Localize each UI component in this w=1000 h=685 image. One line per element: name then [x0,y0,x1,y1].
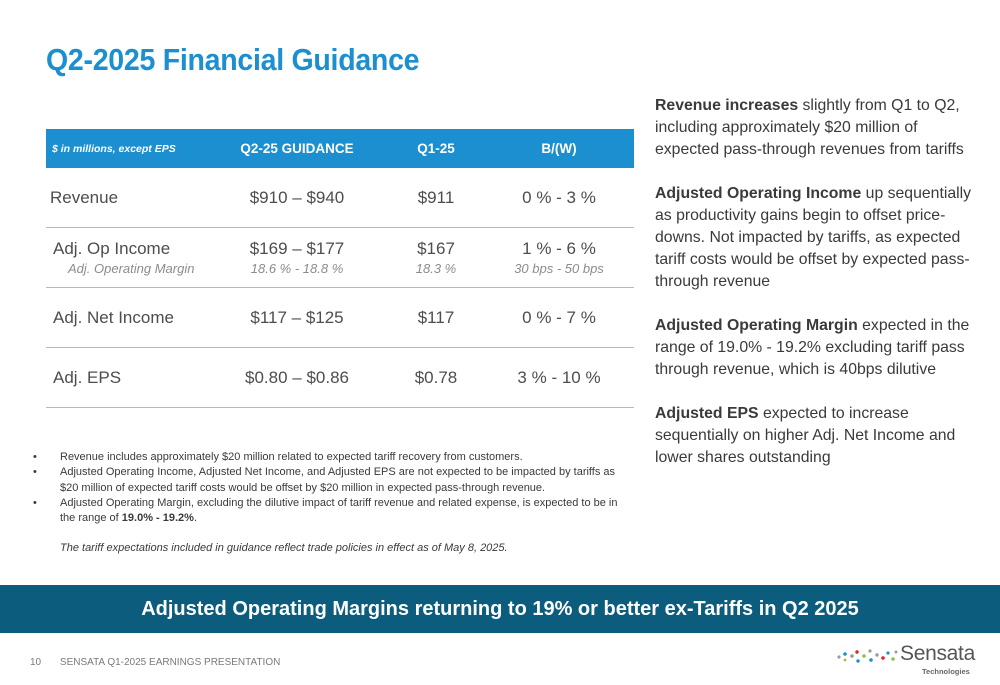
commentary: Revenue increases slightly from Q1 to Q2… [655,95,977,491]
footnote-item: • Adjusted Operating Margin, excluding t… [30,496,620,527]
row-sub-bw: 30 bps - 50 bps [514,261,604,276]
header-q1: Q1-25 [388,129,484,168]
row-guidance: $0.80 – $0.86 [206,347,388,408]
footnote-text: Adjusted Operating Margin, excluding the… [60,496,618,525]
row-bw: 0 % - 3 % [484,168,634,228]
row-guidance: $117 – $125 [206,287,388,348]
row-label: Adj. Net Income [46,287,206,348]
table-row-op-income: Adj. Op Income Adj. Operating Margin $16… [46,227,634,288]
row-label: Adj. Op Income [53,239,171,258]
page-number: 10 [30,657,42,668]
row-q1: $167 [417,239,455,258]
footnote-text: Revenue includes approximately $20 milli… [60,451,523,463]
logo-wordmark: Sensata [900,642,975,665]
row-q1: $117 [388,287,484,348]
bullet: • [33,451,37,463]
row-bw-cell: 1 % - 6 % 30 bps - 50 bps [484,227,634,288]
header-units: $ in millions, except EPS [46,129,206,168]
page-title: Q2-2025 Financial Guidance [46,42,420,77]
row-sub-q1: 18.3 % [415,261,457,276]
commentary-op-margin: Adjusted Operating Margin expected in th… [655,315,977,381]
commentary-heading: Adjusted Operating Margin [655,317,858,334]
commentary-text: up sequentially as productivity gains be… [655,185,972,290]
header-bw: B/(W) [484,129,634,168]
sensata-logo: Sensata Technologies [836,640,986,676]
commentary-text: expected to increase sequentially on hig… [655,405,956,466]
commentary-heading: Adjusted Operating Income [655,185,862,202]
row-q1: $0.78 [388,347,484,408]
row-bw: 1 % - 6 % [522,239,596,258]
guidance-table: $ in millions, except EPS Q2-25 GUIDANCE… [46,129,634,408]
table-row-revenue: Revenue $910 – $940 $911 0 % - 3 % [46,168,634,228]
row-q1-cell: $167 18.3 % [388,227,484,288]
row-label-cell: Adj. Op Income Adj. Operating Margin [46,227,206,288]
table-row-eps: Adj. EPS $0.80 – $0.86 $0.78 3 % - 10 % [46,347,634,408]
header-guidance: Q2-25 GUIDANCE [206,129,388,168]
bullet: • [33,466,37,479]
row-label: Adj. EPS [46,347,206,408]
commentary-heading: Revenue increases [655,97,799,114]
row-sub-guidance: 18.6 % - 18.8 % [250,261,344,276]
footnote-tail: . [193,512,197,525]
row-guidance: $169 – $177 [249,239,345,258]
bullet: • [33,496,37,509]
table-row-net-income: Adj. Net Income $117 – $125 $117 0 % - 7… [46,287,634,348]
commentary-op-income: Adjusted Operating Income up sequentiall… [655,183,977,293]
row-guidance: $910 – $940 [206,168,388,228]
row-sub-label: Adj. Operating Margin [68,261,195,276]
commentary-eps: Adjusted EPS expected to increase sequen… [655,403,977,469]
commentary-text: slightly from Q1 to Q2, including approx… [655,97,964,158]
logo-tagline: Technologies [922,667,970,676]
commentary-revenue: Revenue increases slightly from Q1 to Q2… [655,95,977,161]
footnote-item: • Revenue includes approximately $20 mil… [30,450,620,465]
summary-banner: Adjusted Operating Margins returning to … [0,585,1000,633]
row-bw: 3 % - 10 % [484,347,634,408]
row-q1: $911 [388,168,484,228]
row-bw: 0 % - 7 % [484,287,634,348]
tariff-disclaimer: The tariff expectations included in guid… [60,542,508,555]
footnote-item: • Adjusted Operating Income, Adjusted Ne… [30,465,620,496]
footer-text: SENSATA Q1-2025 EARNINGS PRESENTATION [59,657,281,668]
footnote-bold-range: 19.0% - 19.2% [121,512,194,525]
logo-dots-icon [837,649,898,663]
row-guidance-cell: $169 – $177 18.6 % - 18.8 % [206,227,388,288]
commentary-text: expected in the range of 19.0% - 19.2% e… [655,317,970,378]
row-label: Revenue [46,168,206,228]
commentary-heading: Adjusted EPS [655,405,759,422]
footnotes: • Revenue includes approximately $20 mil… [30,450,620,557]
footer: 10 SENSATA Q1-2025 EARNINGS PRESENTATION [30,657,280,668]
table-header-row: $ in millions, except EPS Q2-25 GUIDANCE… [46,129,634,168]
footnote-text: Adjusted Operating Income, Adjusted Net … [60,466,616,494]
